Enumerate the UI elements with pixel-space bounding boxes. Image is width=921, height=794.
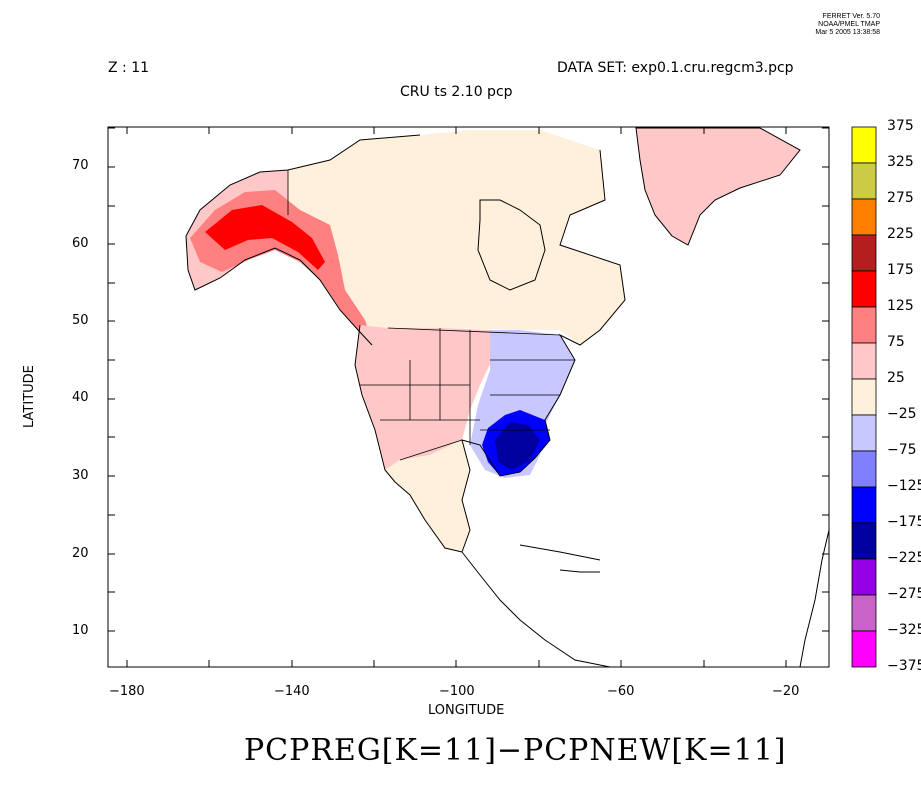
colorbar-label: 75 [887,334,905,350]
colorbar-swatch [851,594,877,632]
map-field [185,127,829,667]
colorbar-swatch [851,414,877,452]
colorbar-swatch [851,486,877,524]
x-tick-label-180w: −180 [109,684,145,699]
colorbar-label: 175 [887,262,914,278]
y-tick-label-20: 20 [72,546,89,561]
colorbar-label: 25 [887,370,905,386]
colorbar-swatch [851,558,877,596]
colorbar-swatch [851,522,877,560]
y-axis-label: LATITUDE [22,365,37,428]
region-mexico [385,440,470,552]
x-tick-label-100w: −100 [439,684,475,699]
region-southeast-deep [495,422,540,470]
colorbar-label: −275 [887,586,921,602]
y-tick-marks [108,127,829,632]
x-axis-label: LONGITUDE [428,703,505,718]
colorbar-label: −25 [887,406,917,422]
y-tick-label-60: 60 [72,236,89,251]
colorbar-label: 125 [887,298,914,314]
y-tick-label-30: 30 [72,468,89,483]
political-borders [287,170,575,461]
region-west-usa [355,325,492,470]
colorbar-label: 275 [887,190,914,206]
colorbar-swatch [851,378,877,416]
colorbar-swatch [851,450,877,488]
y-tick-label-50: 50 [72,313,89,328]
plot-subtitle: CRU ts 2.10 pcp [400,84,513,100]
dataset-label: DATA SET: exp0.1.cru.regcm3.pcp [557,60,794,76]
colorbar-label: −375 [887,658,921,674]
ferret-version-stamp: FERRET Ver. 5.70 NOAA/PMEL TMAP Mar 5 20… [790,13,880,37]
colorbar-label: 325 [887,154,914,170]
colorbar-label: −75 [887,442,917,458]
region-alaska-peaks [205,205,325,270]
colorbar-swatch [851,306,877,344]
y-tick-label-40: 40 [72,390,89,405]
colorbar-label: −225 [887,550,921,566]
colorbar-swatch [851,270,877,308]
z-level-label: Z : 11 [108,60,150,76]
colorbar [851,126,877,668]
colorbar-label: 375 [887,118,914,134]
colorbar-label: −175 [887,514,921,530]
colorbar-label: 225 [887,226,914,242]
region-greenland [636,128,800,245]
y-tick-label-10: 10 [72,623,89,638]
colorbar-swatch [851,342,877,380]
x-tick-marks [126,127,787,667]
x-tick-label-20w: −20 [772,684,800,699]
colorbar-swatch [851,162,877,200]
colorbar-swatch [851,126,877,164]
colorbar-swatch [851,234,877,272]
coastlines [185,127,829,667]
plot-frame [107,126,830,668]
colorbar-swatch [851,630,877,668]
region-canada [288,130,625,345]
version-line-3: Mar 5 2005 13:38:58 [815,29,880,36]
version-line-1: FERRET Ver. 5.70 [822,13,880,20]
formula-title: PCPREG[K=11]−PCPNEW[K=11] [244,733,787,768]
version-line-2: NOAA/PMEL TMAP [818,21,880,28]
y-tick-label-70: 70 [72,158,89,173]
x-tick-label-140w: −140 [274,684,310,699]
colorbar-label: −125 [887,478,921,494]
colorbar-swatch [851,198,877,236]
x-tick-label-60w: −60 [607,684,635,699]
colorbar-label: −325 [887,622,921,638]
